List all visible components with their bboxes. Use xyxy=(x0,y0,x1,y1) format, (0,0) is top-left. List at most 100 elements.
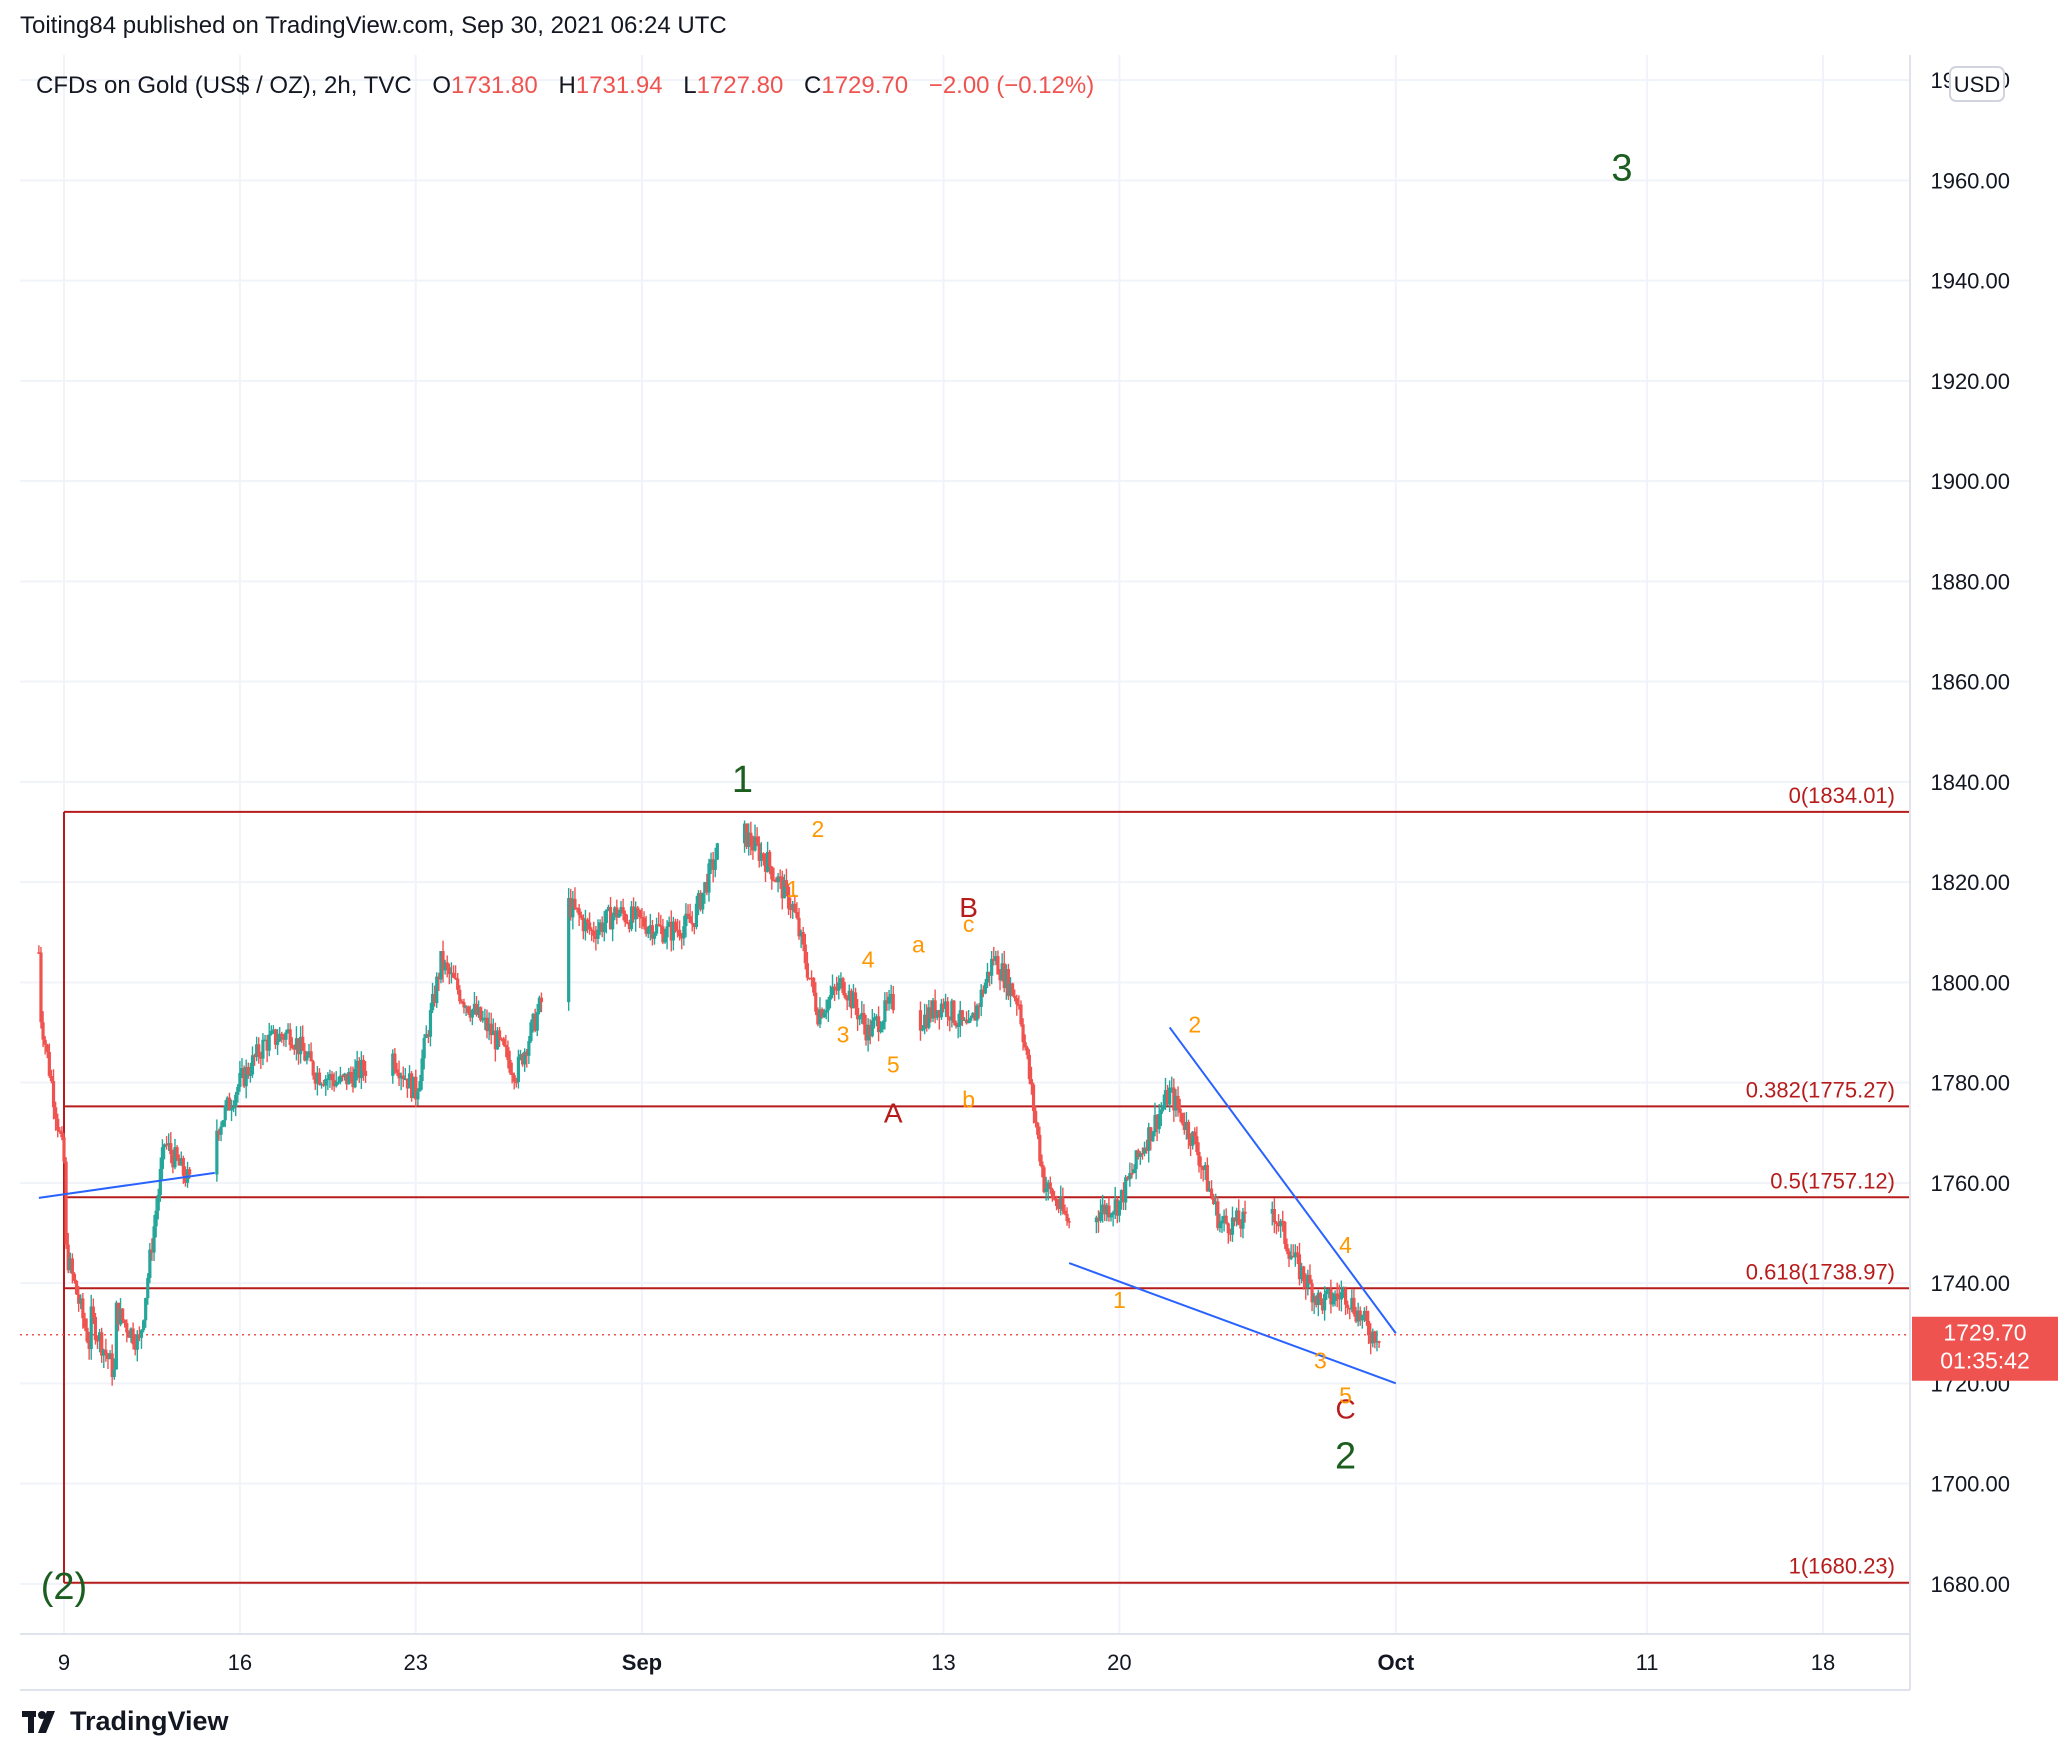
candle-body xyxy=(640,917,644,919)
tradingview-brand[interactable]: TradingView xyxy=(22,1706,229,1737)
candle-body xyxy=(299,1036,303,1055)
candle-body xyxy=(805,963,809,978)
trendlines[interactable] xyxy=(38,1026,1397,1385)
candle-body xyxy=(139,1330,144,1338)
currency-badge[interactable] xyxy=(1949,66,2005,102)
candle-body xyxy=(644,926,648,934)
candle-body xyxy=(1316,1292,1320,1305)
candle-body xyxy=(435,976,439,1004)
fib-retracement[interactable]: 0(1834.01) 0.382(1775.27) 0.5(1757.12) 0.61… xyxy=(20,783,1910,1584)
plot-area[interactable] xyxy=(20,55,1910,1635)
candle-body xyxy=(165,1144,169,1146)
candle-body xyxy=(830,986,835,996)
candle-body xyxy=(286,1029,290,1033)
candle-body xyxy=(567,898,571,1003)
candle-body xyxy=(451,972,456,978)
candle-body xyxy=(1168,1087,1172,1105)
wave-label-major: 2 xyxy=(1335,1436,1356,1478)
time-tick-label: 9 xyxy=(58,1650,70,1675)
candle-body xyxy=(292,1048,296,1050)
candle-body xyxy=(793,903,797,912)
candle-body xyxy=(497,1030,502,1039)
candle-body xyxy=(1325,1290,1329,1295)
candle-body xyxy=(843,992,847,998)
legend-high: 1731.94 xyxy=(576,72,663,99)
bar-countdown: 01:35:42 xyxy=(1940,1348,2030,1374)
price-chart[interactable]: 0(1834.01) 0.382(1775.27) 0.5(1757.12) 0.61… xyxy=(0,0,2058,1700)
candle-body xyxy=(1331,1301,1335,1305)
candle-body xyxy=(500,1038,504,1041)
candle-body xyxy=(642,917,646,927)
wave-label-minor: b xyxy=(962,1087,975,1113)
candle-body xyxy=(516,1056,521,1083)
candle-body xyxy=(273,1029,278,1045)
candle-body xyxy=(399,1075,403,1079)
candle-body xyxy=(1222,1215,1226,1221)
candle-body xyxy=(1274,1222,1279,1224)
candle-body xyxy=(41,1022,45,1040)
candle-body xyxy=(1126,1177,1130,1180)
candle-body xyxy=(1297,1254,1302,1280)
candle-body xyxy=(696,893,701,904)
candle-body xyxy=(1115,1199,1119,1216)
candle-body xyxy=(770,866,774,880)
candle-body xyxy=(181,1157,185,1176)
candle-body xyxy=(349,1071,353,1077)
last-price-tag: 1729.70 01:35:42 xyxy=(1912,1316,2058,1381)
candle-body xyxy=(1155,1114,1159,1130)
candle-body xyxy=(688,916,692,923)
candle-body xyxy=(1036,1122,1040,1135)
legend-open-label: O xyxy=(432,72,451,99)
candle-body xyxy=(596,929,600,939)
time-tick-label: 11 xyxy=(1636,1650,1659,1675)
candle-body xyxy=(858,1016,862,1020)
time-axis[interactable]: 9 16 23 Sep 13 20 Oct 11 18 xyxy=(58,1650,1835,1675)
candle-body xyxy=(280,1033,284,1037)
wave-label-minor: 3 xyxy=(837,1022,850,1048)
candle-body xyxy=(1098,1211,1103,1221)
candle-body xyxy=(1046,1182,1050,1189)
tradingview-logo-icon xyxy=(22,1710,55,1733)
candle-body xyxy=(673,921,678,930)
candle-body xyxy=(74,1280,79,1295)
candle-body xyxy=(100,1332,104,1356)
candle-body xyxy=(531,1013,535,1023)
candle-body xyxy=(1197,1151,1201,1166)
candle-body xyxy=(623,913,627,923)
candle-body xyxy=(1130,1173,1134,1175)
candle-body xyxy=(659,925,663,927)
candle-body xyxy=(1136,1150,1140,1157)
candle-body xyxy=(629,906,634,930)
candle-body xyxy=(828,995,833,1000)
candle-body xyxy=(1352,1297,1356,1314)
candle-body xyxy=(108,1353,112,1360)
price-axis[interactable]: 1680.001700.001720.001740.001760.001780.… xyxy=(1930,68,2010,1597)
legend-close-label: C xyxy=(804,72,821,99)
candle-body xyxy=(426,1034,430,1037)
candle-body xyxy=(1341,1288,1346,1293)
candle-body xyxy=(246,1066,250,1075)
candle-body xyxy=(403,1078,407,1081)
candle-body xyxy=(667,921,671,927)
candle-body xyxy=(1105,1205,1109,1215)
candle-body xyxy=(1067,1221,1071,1223)
candle-body xyxy=(1329,1289,1333,1305)
candle-body xyxy=(588,922,592,930)
candle-body xyxy=(631,906,636,920)
candle-body xyxy=(663,937,667,943)
candle-body xyxy=(837,982,841,991)
candle-body xyxy=(175,1147,179,1159)
candles xyxy=(37,820,1381,1386)
candle-body xyxy=(1042,1167,1046,1192)
candle-body xyxy=(772,879,776,881)
candle-body xyxy=(322,1084,326,1086)
candle-body xyxy=(925,1014,929,1028)
candle-body xyxy=(97,1332,102,1341)
trendline xyxy=(1168,1026,1397,1334)
candle-body xyxy=(1031,1084,1036,1112)
candle-body xyxy=(502,1038,506,1046)
candle-body xyxy=(1186,1121,1191,1140)
candle-body xyxy=(1237,1210,1241,1225)
candle-body xyxy=(709,859,713,864)
candle-body xyxy=(979,989,983,1007)
